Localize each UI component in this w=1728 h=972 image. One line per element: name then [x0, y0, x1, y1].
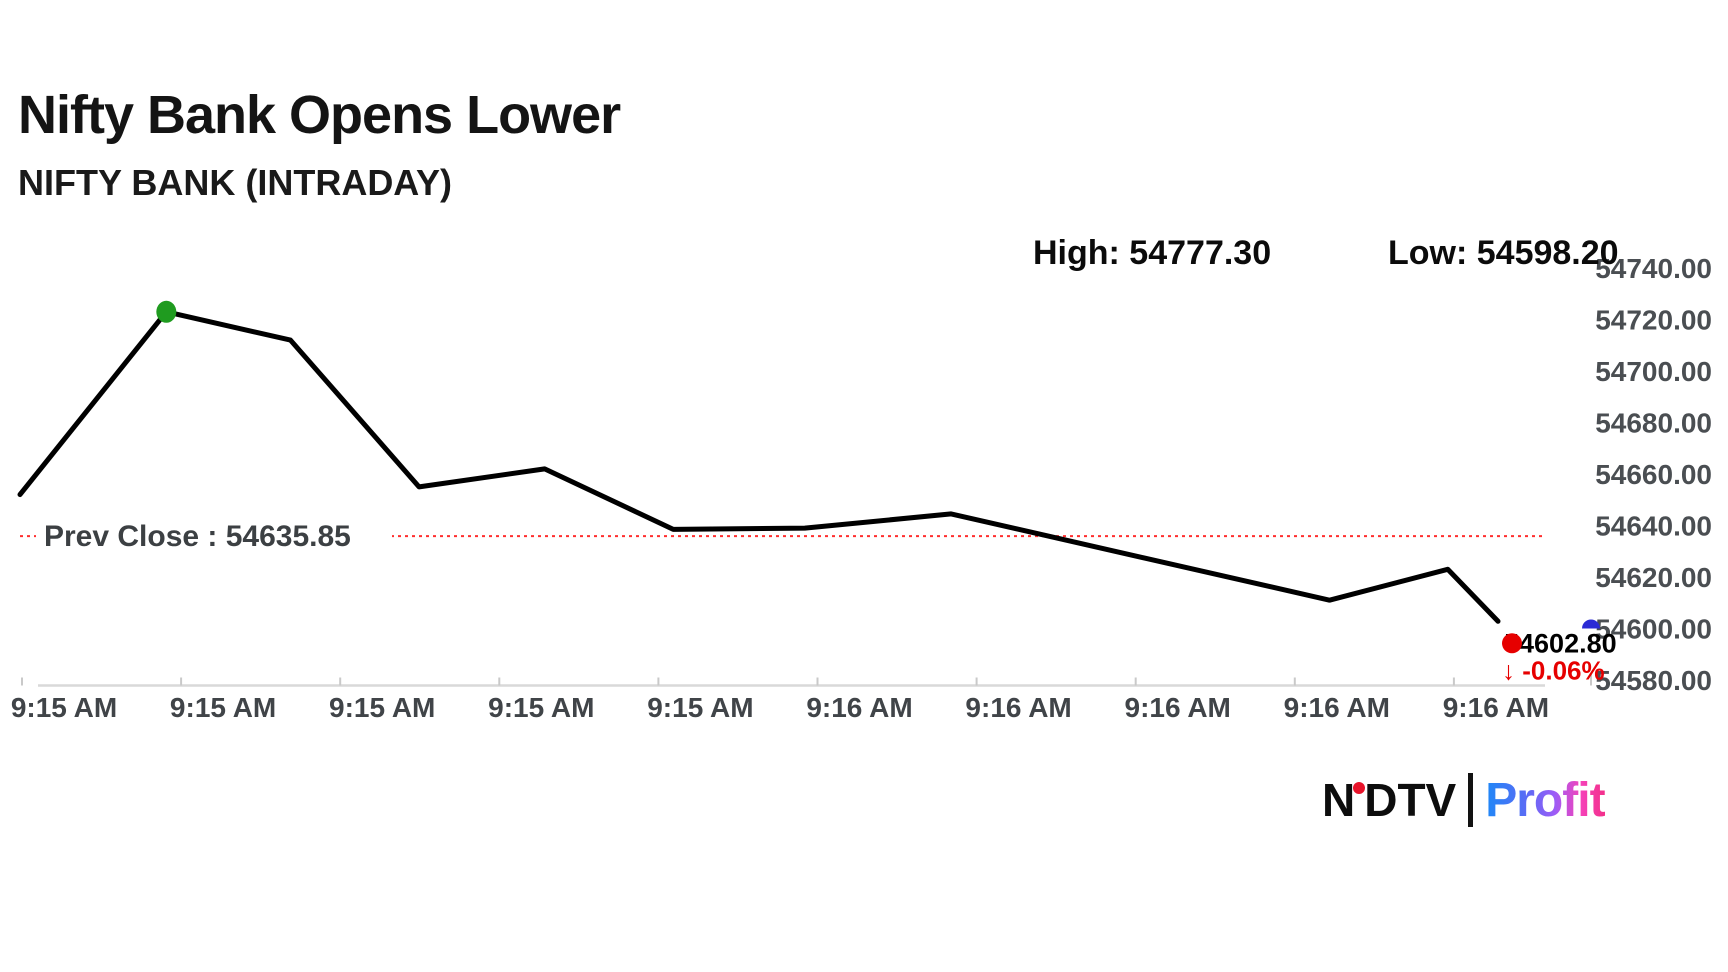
- last-price-dot: [1502, 633, 1522, 654]
- page-title: Nifty Bank Opens Lower: [18, 85, 621, 145]
- logo-divider: [1468, 773, 1474, 827]
- ndtv-profit-logo: N DTV Profit: [1322, 770, 1606, 830]
- price-line: [17, 309, 1501, 624]
- x-tick-label: 9:15 AM: [329, 692, 435, 723]
- last-price-label: 54602.80: [1504, 628, 1617, 658]
- high-value-label: High: 54777.30: [1033, 234, 1272, 272]
- y-tick-label: 54580.00: [1595, 665, 1712, 696]
- y-tick-label: 54740.00: [1595, 253, 1712, 284]
- y-tick-label: 54680.00: [1595, 408, 1712, 439]
- profit-logo: Profit: [1485, 773, 1605, 827]
- ndtv-logo-dtv: DTV: [1364, 774, 1457, 826]
- y-tick-label: 54720.00: [1595, 305, 1712, 336]
- x-tick-label: 9:16 AM: [1284, 692, 1390, 723]
- change-percent-label: ↓ -0.06%: [1502, 655, 1605, 685]
- x-tick-label: 9:16 AM: [806, 692, 912, 723]
- ndtv-logo: N DTV: [1322, 773, 1456, 827]
- x-tick-label: 9:15 AM: [647, 692, 753, 723]
- x-tick-label: 9:15 AM: [488, 692, 594, 723]
- low-value-label: Low: 54598.20: [1388, 234, 1619, 272]
- y-tick-label: 54700.00: [1595, 356, 1712, 387]
- prev-close-label: Prev Close : 54635.85: [44, 520, 351, 553]
- prev-close-label-bg: [36, 517, 392, 556]
- x-tick-label: 9:16 AM: [1125, 692, 1231, 723]
- x-tick-label: 9:15 AM: [170, 692, 276, 723]
- y-tick-label: 54600.00: [1595, 614, 1712, 645]
- x-tick-label: 9:16 AM: [965, 692, 1071, 723]
- x-tick-label: 9:16 AM: [1443, 692, 1549, 723]
- chart-subtitle: NIFTY BANK (INTRADAY): [18, 162, 453, 203]
- ndtv-red-dot-icon: [1353, 782, 1366, 794]
- y-tick-label: 54620.00: [1595, 562, 1712, 593]
- ndtv-logo-n: N: [1322, 774, 1356, 826]
- y-tick-label: 54660.00: [1595, 459, 1712, 490]
- y-tick-label: 54640.00: [1595, 511, 1712, 542]
- edge-marker-dot: [1582, 619, 1600, 629]
- x-tick-label: 9:15 AM: [11, 692, 117, 723]
- peak-marker-dot: [156, 300, 177, 323]
